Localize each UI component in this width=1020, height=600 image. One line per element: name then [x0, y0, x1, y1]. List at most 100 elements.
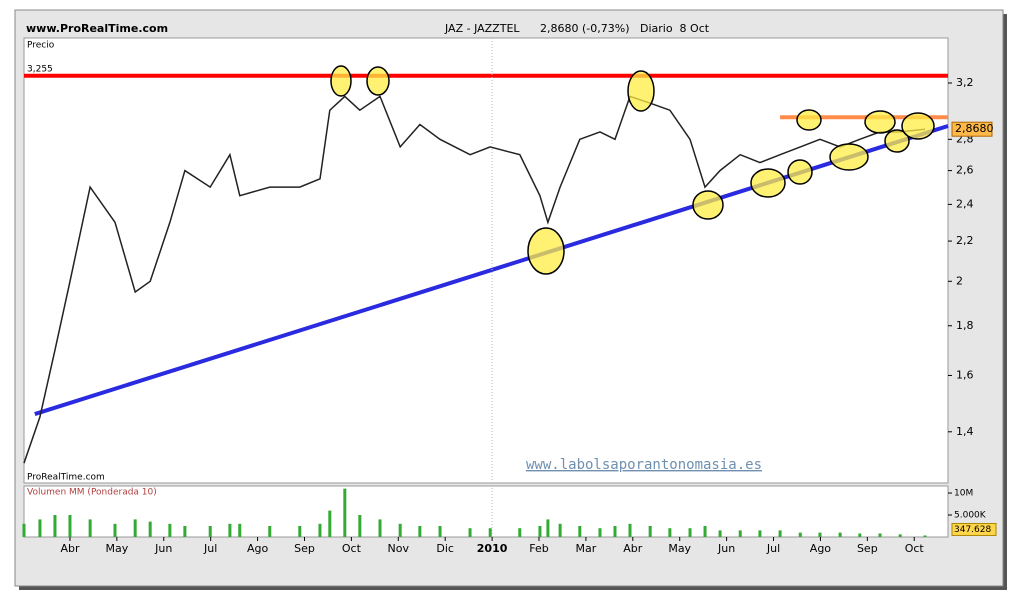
price-line	[23, 95, 926, 464]
x-tick-label: Oct	[905, 542, 925, 555]
x-tick-label: 2010	[477, 542, 508, 555]
volume-last-label: 347.628	[954, 525, 991, 535]
volume-bar	[238, 523, 242, 537]
x-tick-label: May	[105, 542, 128, 555]
chart-subtitle: 2,8680 (-0,73%) Diario 8 Oct	[540, 22, 710, 35]
volume-bar	[328, 510, 332, 537]
volume-bar	[538, 526, 542, 537]
volume-bar	[22, 523, 26, 537]
x-tick-label: Jul	[203, 542, 217, 555]
volume-y-tick-label: 10M	[954, 489, 973, 499]
volume-bar	[398, 523, 402, 537]
highlight	[527, 227, 565, 275]
highlight	[366, 66, 390, 96]
volume-bar	[68, 515, 72, 537]
highlight	[864, 110, 896, 134]
volume-bar	[113, 523, 117, 537]
volume-bar	[718, 530, 722, 537]
volume-title: Volumen MM (Ponderada 10)	[27, 488, 157, 498]
x-tick-label: Abr	[60, 542, 80, 555]
y-tick-label: 3,2	[956, 76, 974, 89]
x-tick-label: Ago	[810, 542, 832, 555]
volume-bar	[228, 523, 232, 537]
x-tick-label: Jun	[154, 542, 172, 555]
x-tick-label: Nov	[388, 542, 410, 555]
highlight	[750, 168, 786, 198]
volume-bar	[778, 530, 782, 537]
y-tick-label: 1,6	[956, 368, 974, 381]
volume-bar	[418, 526, 422, 537]
volume-bar	[798, 532, 802, 537]
volume-bar	[818, 532, 822, 537]
volume-bar	[148, 521, 152, 537]
volume-bar	[878, 533, 882, 537]
volume-bar	[343, 488, 347, 537]
x-tick-label: Feb	[529, 542, 548, 555]
volume-bar	[438, 526, 442, 537]
highlight	[901, 112, 935, 140]
last-price-label: 2,8680	[955, 122, 994, 135]
highlight	[787, 159, 813, 185]
volume-bar	[53, 515, 57, 537]
x-tick-label: Sep	[857, 542, 878, 555]
trend-line-label: 3,255	[27, 64, 53, 74]
volume-bar	[648, 526, 652, 537]
highlight	[692, 190, 724, 220]
volume-bar	[628, 523, 632, 537]
y-tick-label: 2,2	[956, 234, 974, 247]
highlight	[330, 65, 352, 97]
volume-bar	[578, 526, 582, 537]
x-tick-label: Dic	[436, 542, 454, 555]
volume-bar	[38, 519, 42, 537]
site: www.ProRealTime.com	[26, 22, 168, 35]
volume-bar	[923, 535, 927, 537]
volume-bar	[168, 523, 172, 537]
volume-bar	[546, 519, 550, 537]
volume-bar	[88, 519, 92, 537]
watermark: ProRealTime.com	[27, 473, 105, 483]
y-tick-label: 1,4	[956, 425, 974, 438]
x-tick-label: Oct	[342, 542, 362, 555]
volume-bar	[703, 526, 707, 537]
chart-title: JAZ - JAZZTEL	[444, 22, 520, 35]
volume-bar	[688, 528, 692, 537]
volume-y-tick-label: 5.000K	[954, 511, 987, 521]
x-tick-label: Abr	[623, 542, 643, 555]
volume-bar	[133, 519, 137, 537]
y-tick-label: 2,6	[956, 164, 974, 177]
x-tick-label: Jun	[717, 542, 735, 555]
volume-bar	[358, 515, 362, 537]
volume-bar	[268, 526, 272, 537]
volume-bar	[518, 528, 522, 537]
x-tick-label: Ago	[247, 542, 269, 555]
volume-bar	[183, 526, 187, 537]
volume-bar	[298, 526, 302, 537]
last-price-box	[951, 121, 993, 137]
volume-bar	[598, 528, 602, 537]
volume-bar	[468, 528, 472, 537]
volume-bar	[668, 528, 672, 537]
volume-bar	[208, 526, 212, 537]
credit: www.labolsaporantonomasia.es	[526, 457, 762, 473]
y-label: Precio	[27, 41, 55, 51]
highlight	[796, 109, 822, 131]
x-tick-label: Jul	[766, 542, 780, 555]
price-panel	[23, 37, 949, 484]
volume-bar	[488, 528, 492, 537]
volume-bar	[838, 532, 842, 537]
y-tick-label: 2,4	[956, 197, 974, 210]
highlight	[884, 129, 910, 153]
volume-bar	[378, 519, 382, 537]
volume-bar	[898, 534, 902, 537]
x-tick-label: May	[668, 542, 691, 555]
x-tick-label: Sep	[294, 542, 315, 555]
x-tick-label: Mar	[576, 542, 597, 555]
volume-bar	[318, 523, 322, 537]
highlights	[330, 65, 935, 275]
volume-bar	[858, 533, 862, 537]
highlight	[829, 143, 869, 171]
y-tick-label: 1,8	[956, 319, 974, 332]
volume-bar	[558, 523, 562, 537]
